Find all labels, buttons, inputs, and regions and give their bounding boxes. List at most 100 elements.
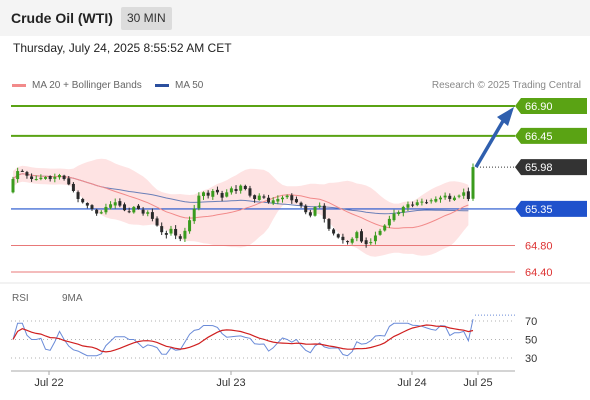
candle-body bbox=[127, 211, 131, 213]
candle-body bbox=[136, 205, 140, 209]
legend-rsi-label: RSI bbox=[12, 293, 29, 304]
candle-body bbox=[113, 202, 117, 206]
legend-ma50-label: MA 50 bbox=[175, 80, 204, 91]
candle-body bbox=[290, 195, 294, 201]
candle-body bbox=[392, 213, 396, 221]
candle-body bbox=[271, 200, 275, 204]
candle-body bbox=[341, 236, 345, 241]
candle-body bbox=[378, 230, 382, 235]
candle-body bbox=[452, 197, 456, 201]
level-label-64.40: 64.40 bbox=[525, 267, 553, 279]
candle-body bbox=[234, 189, 238, 191]
candle-body bbox=[211, 190, 215, 197]
rsi-level-label-30: 30 bbox=[525, 353, 537, 365]
candle-body bbox=[313, 206, 317, 216]
candle-body bbox=[178, 236, 182, 239]
rsi-level-label-50: 50 bbox=[525, 335, 537, 347]
candle-body bbox=[95, 209, 99, 214]
candle-body bbox=[202, 192, 206, 197]
candle-body bbox=[62, 175, 66, 180]
candle-body bbox=[104, 206, 108, 213]
candle-body bbox=[76, 192, 80, 199]
candle-body bbox=[285, 195, 289, 198]
level-label-66.45: 66.45 bbox=[525, 131, 553, 143]
level-label-65.35: 65.35 bbox=[525, 204, 553, 216]
ma20-swatch bbox=[12, 83, 26, 87]
candle-body bbox=[327, 219, 331, 229]
candle-body bbox=[30, 176, 34, 180]
candle-body bbox=[243, 185, 247, 189]
level-tag-66.90 bbox=[515, 98, 587, 114]
candle-body bbox=[155, 218, 159, 226]
timeframe-button[interactable]: 30 MIN bbox=[121, 7, 172, 30]
header-bar: Crude Oil (WTI) 30 MIN bbox=[0, 0, 590, 36]
legend-rsi-ma: 9MA bbox=[62, 293, 83, 304]
forecast-arrow-head bbox=[497, 107, 514, 126]
candle-body bbox=[39, 177, 43, 180]
candle-body bbox=[53, 177, 57, 179]
candle-body bbox=[248, 188, 252, 196]
datetime-label: Thursday, July 24, 2025 8:55:52 AM CET bbox=[13, 41, 232, 55]
candle-body bbox=[355, 232, 359, 239]
candle-body bbox=[44, 177, 48, 179]
candle-body bbox=[457, 195, 461, 197]
candle-body bbox=[188, 220, 192, 232]
level-tag-65.35 bbox=[515, 200, 587, 217]
rsi-line bbox=[12, 318, 474, 357]
x-tick-label: Jul 24 bbox=[397, 377, 426, 389]
forecast-arrow-line bbox=[474, 120, 505, 168]
candle-body bbox=[267, 197, 271, 203]
candle-body bbox=[443, 195, 447, 198]
x-tick-label: Jul 23 bbox=[216, 377, 245, 389]
legend-ma20: MA 20 + Bollinger Bands bbox=[12, 80, 142, 91]
candle-body bbox=[383, 225, 387, 231]
legend-ma20-label: MA 20 + Bollinger Bands bbox=[32, 80, 142, 91]
legend-ma50: MA 50 bbox=[155, 80, 203, 91]
candle-body bbox=[239, 185, 243, 191]
level-label-66.90: 66.90 bbox=[525, 101, 553, 113]
candle-body bbox=[429, 200, 433, 202]
candle-body bbox=[20, 170, 24, 172]
candle-body bbox=[332, 229, 336, 234]
candle-body bbox=[197, 195, 201, 209]
candle-body bbox=[215, 189, 219, 193]
legend-rsi-ma-label: 9MA bbox=[62, 293, 83, 304]
candle-body bbox=[123, 204, 127, 211]
candle-body bbox=[299, 202, 303, 206]
candle-body bbox=[174, 228, 178, 236]
candle-body bbox=[471, 167, 475, 199]
x-tick-label: Jul 22 bbox=[34, 377, 63, 389]
candle-body bbox=[25, 172, 29, 176]
candle-body bbox=[369, 242, 373, 244]
candle-body bbox=[359, 231, 363, 242]
candle-body bbox=[346, 241, 350, 243]
ma20-line bbox=[12, 173, 469, 229]
candle-body bbox=[406, 204, 410, 208]
candle-body bbox=[411, 204, 415, 206]
candle-body bbox=[462, 192, 466, 196]
candle-body bbox=[229, 188, 233, 193]
candle-body bbox=[336, 234, 340, 238]
candle-body bbox=[85, 202, 89, 206]
legend-rsi: RSI bbox=[12, 293, 29, 304]
candle-body bbox=[434, 198, 438, 202]
candle-body bbox=[141, 209, 145, 214]
candle-body bbox=[350, 238, 354, 243]
candle-body bbox=[318, 205, 322, 207]
candle-body bbox=[90, 205, 94, 209]
rsi-level-label-70: 70 bbox=[525, 316, 537, 328]
ma50-swatch bbox=[155, 83, 169, 87]
candle-body bbox=[308, 212, 312, 216]
candle-body bbox=[48, 176, 52, 180]
candle-body bbox=[57, 175, 61, 178]
candle-body bbox=[438, 197, 442, 200]
candle-body bbox=[192, 208, 196, 222]
candle-body bbox=[225, 192, 229, 197]
candle-body bbox=[253, 195, 257, 199]
candle-body bbox=[294, 199, 298, 203]
candle-body bbox=[169, 228, 173, 234]
candle-body bbox=[67, 178, 71, 185]
candle-body bbox=[164, 233, 168, 235]
level-label-64.80: 64.80 bbox=[525, 240, 553, 252]
